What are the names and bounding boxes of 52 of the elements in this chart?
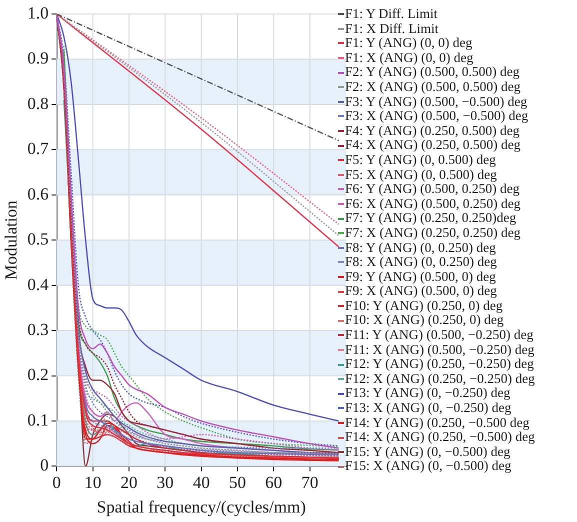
legend-label: F13: X (ANG) (0, −0.250) deg (345, 400, 512, 416)
legend-label: F10: Y (ANG) (0.250, 0) deg (345, 298, 503, 314)
legend-label: F12: Y (ANG) (0.250, −0.250) deg (345, 356, 534, 372)
legend-label: F1: X Diff. Limit (345, 20, 439, 36)
x-axis-title: Spatial frequency/(cycles/mm) (96, 497, 306, 516)
x-tick-label: 70 (301, 472, 318, 492)
legend-label: F14: X (ANG) (0.250, −0.500) deg (345, 429, 535, 445)
legend-label: F3: X (ANG) (0.500, −0.500) deg (345, 108, 528, 124)
y-tick-label: 0.5 (27, 230, 49, 249)
x-tick-label: 10 (84, 472, 102, 492)
x-tick-label: 50 (228, 472, 246, 492)
legend-label: F4: Y (ANG) (0.250, 0.500) deg (345, 122, 520, 138)
legend-label: F12: X (ANG) (0.250, −0.250) deg (345, 370, 535, 386)
x-tick-label: 60 (265, 472, 282, 492)
y-axis-title: Modulation (2, 200, 21, 280)
y-tick-label: 0.1 (27, 410, 49, 430)
legend-label: F6: X (ANG) (0.500, 0.250) deg (345, 196, 520, 212)
legend-label: F8: Y (ANG) (0, 0.250) deg (345, 240, 496, 256)
legend-label: F1: X (ANG) (0, 0) deg (345, 50, 474, 66)
legend-label: F7: Y (ANG) (0.250, 0.250)deg (345, 210, 516, 226)
legend-label: F5: Y (ANG) (0, 0.500) deg (345, 152, 496, 168)
legend-label: F1: Y Diff. Limit (345, 6, 438, 22)
legend-label: F8: X (ANG) (0, 0.250) deg (345, 254, 497, 270)
x-tick-label: 20 (120, 472, 138, 492)
legend-label: F11: X (ANG) (0.500, −0.250) deg (345, 342, 534, 358)
y-tick-label: 0.7 (27, 139, 50, 158)
legend-label: F11: Y (ANG) (0.500, −0.250) deg (345, 327, 534, 343)
y-tick-label: 1.0 (27, 3, 49, 22)
x-tick-label: 30 (156, 472, 174, 492)
legend-label: F2: Y (ANG) (0.500, 0.500) deg (345, 64, 520, 80)
legend-label: F10: X (ANG) (0.250, 0) deg (345, 312, 504, 328)
y-tick-label: 0 (40, 456, 49, 475)
legend-label: F9: X (ANG) (0.500, 0) deg (345, 283, 497, 299)
legend-label: F13: Y (ANG) (0, −0.250) deg (345, 385, 510, 402)
legend-label: F3: Y (ANG) (0.500, −0.500) deg (345, 94, 528, 110)
y-tick-label: 0.3 (27, 320, 49, 340)
y-tick-label: 0.8 (27, 94, 49, 113)
legend-label: F2: X (ANG) (0.500, 0.500) deg (345, 78, 520, 95)
legend-label: F5: X (ANG) (0, 0.500) deg (345, 166, 497, 182)
y-tick-label: 0.4 (27, 274, 50, 294)
legend-label: F14: Y (ANG) (0.250, −0.500 deg (345, 414, 530, 430)
y-tick-label: 0.6 (27, 184, 49, 204)
legend-label: F15: X (ANG) (0, −0.500) deg (345, 458, 512, 474)
x-tick-label: 40 (192, 472, 210, 492)
legend-label: F6: Y (ANG) (0.500, 0.250) deg (345, 181, 520, 197)
legend-label: F15: Y (ANG) (0, −0.500) deg (345, 444, 510, 460)
legend-label: F4: X (ANG) (0.250, 0.500) deg (345, 137, 520, 153)
legend-label: F1: Y (ANG) (0, 0) deg (345, 35, 472, 51)
y-tick-label: 0.2 (27, 365, 49, 384)
y-tick-label: 0.9 (27, 48, 49, 68)
legend-label: F7: X (ANG) (0.250, 0.250) deg (345, 224, 520, 240)
legend-label: F9: Y (ANG) (0.500, 0) deg (345, 268, 496, 284)
